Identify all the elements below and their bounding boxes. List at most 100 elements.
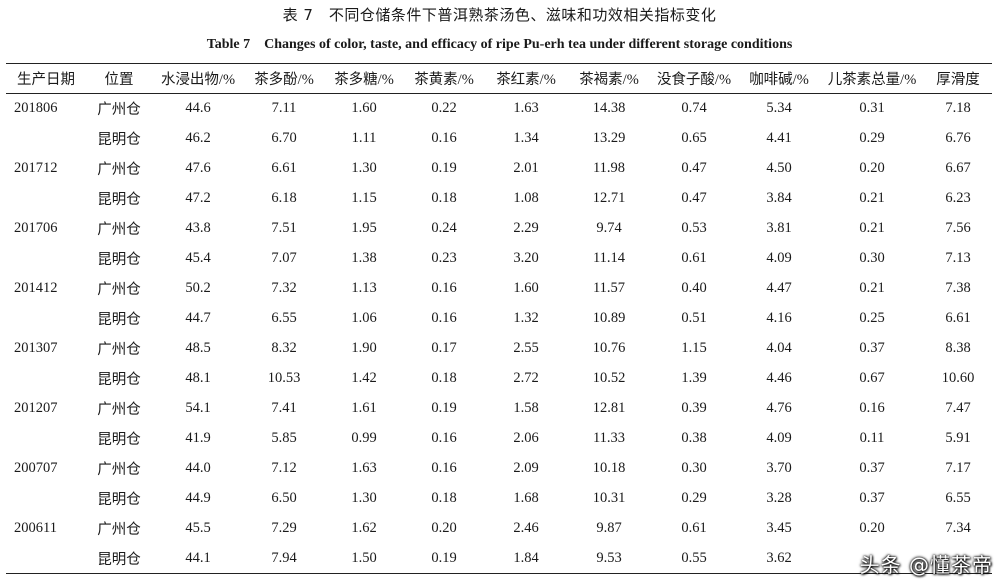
cell-production-date: 201712: [14, 160, 58, 176]
cell-location: 昆明仓: [97, 372, 141, 388]
cell-value: 1.58: [513, 400, 539, 416]
cell-value: 1.68: [513, 490, 539, 506]
cell-value: [924, 543, 992, 574]
cell-value: 0.17: [431, 340, 457, 356]
cell-production-date: [6, 484, 86, 514]
cell-production-date: 201307: [14, 340, 58, 356]
cell-value: 0.16: [431, 310, 457, 326]
cell-production-date: [6, 124, 86, 154]
cell-value: 5.85: [271, 430, 297, 446]
column-header: 儿茶素总量/%: [820, 63, 924, 94]
cell-value: 43.8: [185, 220, 211, 236]
cell-value: 0.24: [431, 220, 457, 236]
cell-value: 3.84: [766, 190, 792, 206]
cell-value: 6.67: [945, 160, 971, 176]
cell-value: 1.30: [351, 160, 377, 176]
column-header: 茶黄素/%: [404, 63, 484, 94]
cell-value: 1.39: [681, 370, 707, 386]
cell-value: 0.31: [859, 100, 885, 117]
cell-value: 0.61: [681, 250, 707, 266]
table-row: 201207 广州仓 54.1 7.41 1.61 0.19 1.58 12.81 0.39 4.…: [6, 394, 992, 424]
column-header: 水浸出物/%: [152, 63, 244, 94]
cell-value: 2.46: [513, 520, 539, 536]
column-header: 生产日期: [6, 63, 86, 94]
cell-value: 0.21: [859, 190, 885, 206]
cell-production-date: 200611: [14, 520, 57, 536]
cell-value: 0.16: [431, 430, 457, 446]
cell-value: 7.32: [271, 280, 297, 296]
table-row: 昆明仓 44.7 6.55 1.06 0.16 1.32 10.89 0.51 4.16 0.25…: [6, 304, 992, 334]
cell-value: 11.98: [592, 160, 626, 176]
cell-value: 7.18: [945, 100, 971, 117]
cell-value: 5.34: [766, 100, 792, 117]
cell-production-date: [6, 543, 86, 574]
cell-value: 6.50: [271, 490, 297, 506]
cell-production-date: 201207: [14, 400, 58, 416]
cell-value: 7.13: [945, 250, 971, 266]
cell-value: 0.61: [681, 520, 707, 536]
cell-location: 昆明仓: [86, 543, 152, 574]
cell-value: 10.52: [592, 370, 626, 386]
cell-value: 0.29: [859, 130, 885, 146]
cell-value: 1.15: [351, 190, 377, 206]
cell-location: 昆明仓: [97, 312, 141, 328]
cell-value: 5.91: [945, 430, 971, 446]
cell-value: 13.29: [592, 130, 626, 146]
cell-value: 0.30: [681, 460, 707, 476]
cell-value: 0.11: [859, 430, 885, 446]
cell-value: 12.71: [592, 190, 626, 206]
cell-value: 1.50: [324, 543, 404, 574]
cell-value: 4.41: [766, 130, 792, 146]
cell-value: 0.16: [431, 280, 457, 296]
cell-value: 0.16: [431, 130, 457, 146]
cell-production-date: 201412: [14, 280, 58, 296]
cell-value: 6.61: [945, 310, 971, 326]
cell-value: 3.28: [766, 490, 792, 506]
cell-value: 7.34: [945, 520, 971, 536]
cell-value: 2.01: [513, 160, 539, 176]
cell-value: 8.32: [271, 340, 297, 356]
table-row: 昆明仓 41.9 5.85 0.99 0.16 2.06 11.33 0.38 4.09 0.11…: [6, 424, 992, 454]
cell-production-date: 201806: [14, 100, 58, 117]
cell-value: 6.55: [945, 490, 971, 506]
cell-value: 0.19: [404, 543, 484, 574]
cell-value: 2.29: [513, 220, 539, 236]
cell-value: 54.1: [185, 400, 211, 416]
cell-value: 0.16: [859, 400, 885, 416]
cell-location: 广州仓: [97, 462, 141, 478]
cell-value: 0.99: [351, 430, 377, 446]
cell-value: 0.51: [681, 310, 707, 326]
cell-value: 4.76: [766, 400, 792, 416]
table-row: 201806 广州仓 44.6 7.11 1.60 0.22 1.63 14.38 0.74 5.…: [6, 94, 992, 124]
cell-value: 3.70: [766, 460, 792, 476]
cell-value: 0.18: [431, 190, 457, 206]
cell-location: 昆明仓: [97, 492, 141, 508]
cell-location: 昆明仓: [97, 252, 141, 268]
cell-value: 9.53: [568, 543, 650, 574]
cell-value: 1.30: [351, 490, 377, 506]
table-row: 201706 广州仓 43.8 7.51 1.95 0.24 2.29 9.74 0.53 3.8…: [6, 214, 992, 244]
column-header: 茶褐素/%: [568, 63, 650, 94]
cell-value: 1.11: [351, 130, 377, 146]
column-header: 位置: [86, 63, 152, 94]
cell-value: 44.7: [185, 310, 211, 326]
cell-value: 9.74: [596, 220, 622, 236]
cell-value: 11.33: [592, 430, 626, 446]
table-row: 201712 广州仓 47.6 6.61 1.30 0.19 2.01 11.98 0.47 4.…: [6, 154, 992, 184]
cell-value: 10.76: [592, 340, 626, 356]
cell-value: 0.74: [681, 100, 707, 117]
cell-value: 1.34: [513, 130, 539, 146]
table-row: 昆明仓 46.2 6.70 1.11 0.16 1.34 13.29 0.65 4.41 0.29…: [6, 124, 992, 154]
cell-value: 1.15: [681, 340, 707, 356]
cell-value: 10.53: [267, 370, 301, 386]
cell-location: 广州仓: [97, 282, 141, 298]
cell-value: 45.4: [185, 250, 211, 266]
cell-value: 11.57: [592, 280, 626, 296]
table-row: 200707 广州仓 44.0 7.12 1.63 0.16 2.09 10.18 0.30 3.…: [6, 454, 992, 484]
cell-location: 广州仓: [97, 162, 141, 178]
cell-value: 47.2: [185, 190, 211, 206]
cell-value: 0.18: [431, 490, 457, 506]
table-row: 201412 广州仓 50.2 7.32 1.13 0.16 1.60 11.57 0.40 4.…: [6, 274, 992, 304]
cell-value: 41.9: [185, 430, 211, 446]
cell-value: 0.18: [431, 370, 457, 386]
